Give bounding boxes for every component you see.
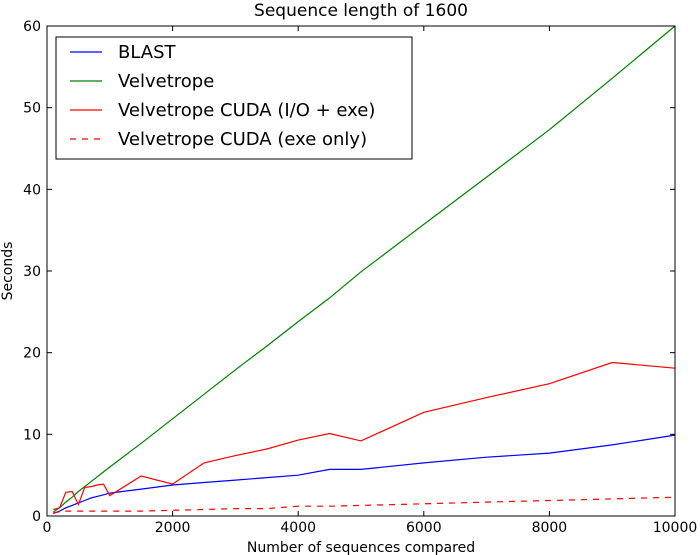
x-tick-label: 2000 — [155, 520, 191, 536]
legend-label-2: Velvetrope — [118, 71, 214, 92]
y-tick-label: 40 — [23, 182, 41, 198]
series-line-3 — [53, 361, 676, 511]
x-tick-label: 10000 — [653, 520, 698, 536]
legend: BLAST Velvetrope Velvetrope CUDA (I/O + ex… — [55, 36, 413, 160]
y-tick-label: 60 — [23, 19, 41, 35]
series-line-1 — [53, 434, 676, 515]
y-tick-label: 50 — [23, 101, 41, 117]
y-axis-label: Seconds — [0, 242, 16, 301]
legend-box — [55, 36, 413, 160]
y-tick-label: 20 — [23, 346, 41, 362]
x-tick-label: 6000 — [406, 520, 442, 536]
legend-label-1: BLAST — [118, 42, 177, 63]
series-layer — [52, 25, 676, 515]
x-tick-label: 8000 — [532, 520, 568, 536]
y-tick-label: 30 — [23, 264, 41, 280]
series-line-4 — [53, 496, 676, 514]
x-tick-label: 0 — [43, 520, 52, 536]
x-tick-label: 4000 — [280, 520, 316, 536]
ticks-layer: 0 2000 4000 6000 8000 10000 0 10 20 30 40 50 60 — [23, 19, 697, 536]
y-tick-label: 10 — [23, 427, 41, 443]
x-axis-label: Number of sequences compared — [247, 540, 475, 555]
chart-title: Sequence length of 1600 — [254, 1, 468, 21]
y-tick-label: 0 — [32, 509, 41, 525]
legend-items: BLAST Velvetrope Velvetrope CUDA (I/O + ex… — [70, 42, 375, 150]
legend-label-4: Velvetrope CUDA (exe only) — [118, 129, 367, 150]
series-line-2 — [52, 25, 676, 513]
legend-label-3: Velvetrope CUDA (I/O + exe) — [118, 100, 375, 121]
